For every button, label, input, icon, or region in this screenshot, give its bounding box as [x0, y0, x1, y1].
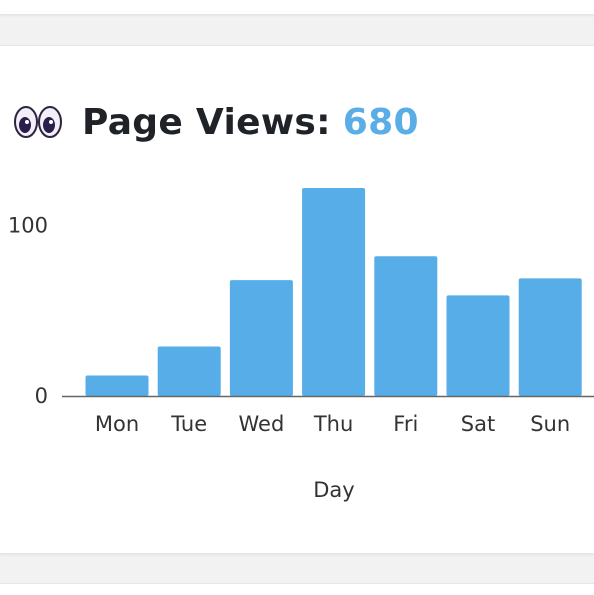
bar-thu	[302, 188, 366, 396]
next-card-edge	[0, 583, 594, 595]
bar-wed	[229, 280, 293, 396]
bar-mon	[85, 375, 149, 396]
x-tick-label-sat: Sat	[461, 412, 495, 436]
x-tick-label-tue: Tue	[170, 412, 207, 436]
bar-fri	[374, 256, 438, 396]
x-tick-label-thu: Thu	[313, 412, 353, 436]
eyes-emoji-icon	[14, 102, 62, 142]
bar-sun	[518, 278, 582, 396]
x-tick-label-sun: Sun	[530, 412, 570, 436]
previous-card-edge	[0, 0, 594, 15]
y-tick-label: 0	[35, 384, 48, 408]
bar-sat	[446, 295, 510, 396]
y-tick-label: 100	[8, 214, 48, 238]
x-tick-label-wed: Wed	[239, 412, 285, 436]
page-views-label: Page Views:	[82, 101, 331, 143]
x-axis-title: Day	[313, 478, 354, 502]
x-tick-label-fri: Fri	[393, 412, 418, 436]
page-views-total: 680	[342, 101, 419, 143]
bar-tue	[157, 346, 221, 396]
page-title: Page Views: 680	[82, 102, 419, 143]
x-tick-label-mon: Mon	[95, 412, 139, 436]
card-header: Page Views: 680	[14, 96, 419, 148]
